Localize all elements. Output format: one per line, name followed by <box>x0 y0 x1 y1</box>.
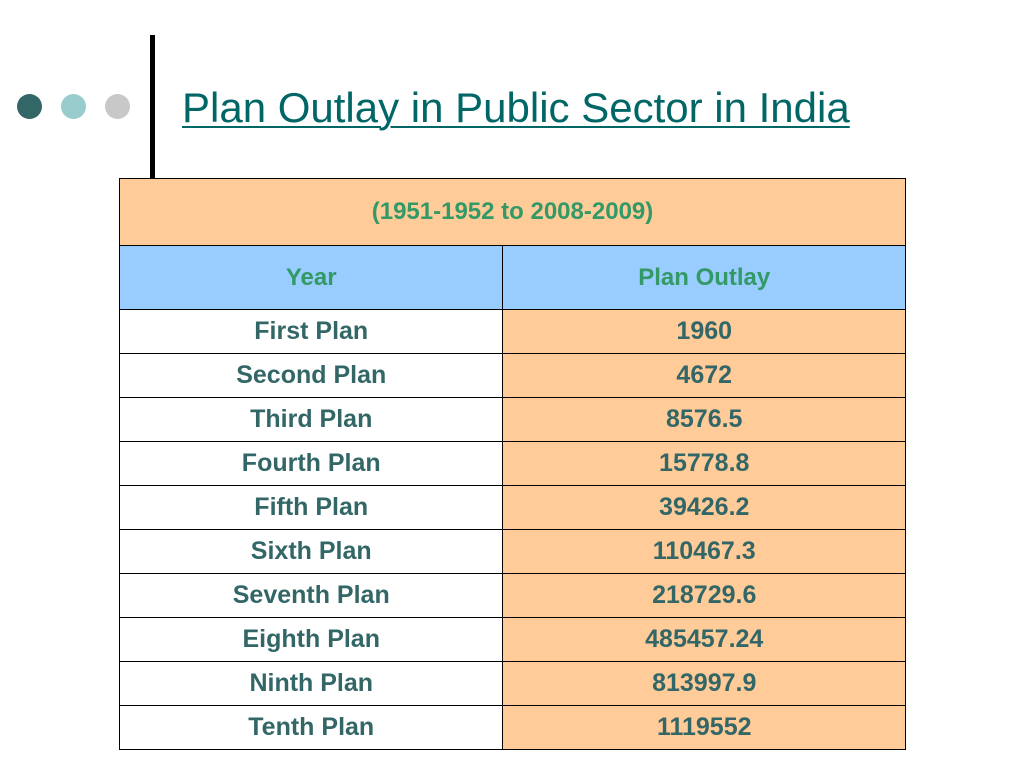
title-divider <box>150 35 155 178</box>
table-row: Second Plan 4672 <box>118 353 906 398</box>
dot-light <box>105 94 130 119</box>
header-row: Year Plan Outlay <box>118 245 906 310</box>
table-row: Seventh Plan 218729.6 <box>118 573 906 618</box>
table-row: Sixth Plan 110467.3 <box>118 529 906 574</box>
decorative-dots <box>17 94 137 122</box>
cell-plan-name: Third Plan <box>118 397 504 442</box>
cell-plan-outlay: 15778.8 <box>502 441 906 486</box>
cell-plan-name: Second Plan <box>118 353 504 398</box>
slide-title: Plan Outlay in Public Sector in India <box>182 84 850 131</box>
table-row: Third Plan 8576.5 <box>118 397 906 442</box>
table-row: Ninth Plan 813997.9 <box>118 661 906 706</box>
cell-plan-name: Eighth Plan <box>118 617 504 662</box>
header-year: Year <box>118 245 504 310</box>
cell-plan-outlay: 485457.24 <box>502 617 906 662</box>
table-row: Fifth Plan 39426.2 <box>118 485 906 530</box>
table-row: Tenth Plan 1119552 <box>118 705 906 750</box>
table-subtitle: (1951-1952 to 2008-2009) <box>119 178 906 246</box>
cell-plan-outlay: 39426.2 <box>502 485 906 530</box>
cell-plan-outlay: 1960 <box>502 309 906 354</box>
cell-plan-name: Sixth Plan <box>118 529 504 574</box>
cell-plan-name: Fourth Plan <box>118 441 504 486</box>
dot-mid <box>61 94 86 119</box>
cell-plan-name: Seventh Plan <box>118 573 504 618</box>
plan-outlay-table: (1951-1952 to 2008-2009) Year Plan Outla… <box>118 178 906 750</box>
cell-plan-outlay: 218729.6 <box>502 573 906 618</box>
cell-plan-name: Ninth Plan <box>118 661 504 706</box>
cell-plan-outlay: 4672 <box>502 353 906 398</box>
cell-plan-name: Tenth Plan <box>118 705 504 750</box>
cell-plan-name: First Plan <box>118 309 504 354</box>
table-row: Eighth Plan 485457.24 <box>118 617 906 662</box>
cell-plan-outlay: 1119552 <box>502 705 906 750</box>
table-row: First Plan 1960 <box>118 309 906 354</box>
table-row: Fourth Plan 15778.8 <box>118 441 906 486</box>
cell-plan-outlay: 813997.9 <box>502 661 906 706</box>
dot-dark <box>17 94 42 119</box>
header-plan-outlay: Plan Outlay <box>502 245 906 310</box>
cell-plan-name: Fifth Plan <box>118 485 504 530</box>
cell-plan-outlay: 8576.5 <box>502 397 906 442</box>
subtitle-row: (1951-1952 to 2008-2009) <box>119 178 906 246</box>
cell-plan-outlay: 110467.3 <box>502 529 906 574</box>
